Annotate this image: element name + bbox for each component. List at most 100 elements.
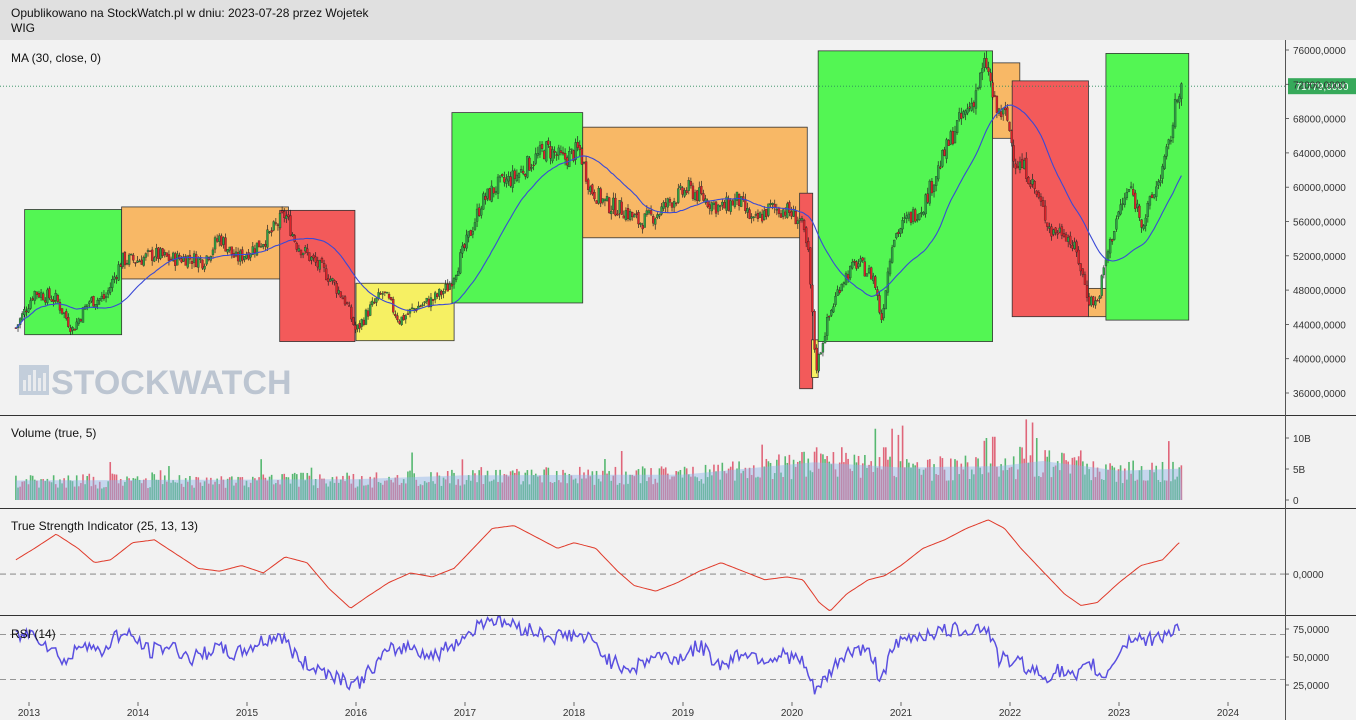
candle-body xyxy=(1064,234,1068,242)
volume-bar xyxy=(444,479,447,500)
candle-body xyxy=(828,315,831,318)
volume-bar xyxy=(947,480,950,500)
volume-bar xyxy=(23,481,26,500)
volume-bar xyxy=(505,474,508,500)
volume-bar xyxy=(33,479,36,500)
candle-body xyxy=(746,208,749,213)
volume-bar xyxy=(1151,462,1153,500)
volume-bar xyxy=(1017,469,1019,500)
volume-bar xyxy=(172,480,174,500)
volume-bar xyxy=(216,478,218,500)
volume-bar xyxy=(342,475,344,500)
volume-bar xyxy=(671,476,673,500)
candle-body xyxy=(1155,186,1158,197)
candle-body xyxy=(901,220,904,230)
candle-body xyxy=(54,293,57,301)
candle-body xyxy=(301,252,305,256)
candle-body xyxy=(968,106,971,109)
volume-bar xyxy=(1096,467,1099,500)
volume-bar xyxy=(788,454,791,500)
volume-bar xyxy=(1063,453,1065,500)
volume-bar xyxy=(1115,481,1118,500)
volume-bar xyxy=(329,481,332,500)
volume-bar xyxy=(195,476,197,500)
volume-bar xyxy=(262,474,265,500)
candle-body xyxy=(626,208,630,219)
candle-body xyxy=(257,240,261,248)
candle-body xyxy=(693,192,697,200)
candle-body xyxy=(922,211,925,215)
volume-bar xyxy=(187,481,189,500)
volume-bar xyxy=(807,458,810,500)
volume-bar xyxy=(69,480,72,500)
volume-bar xyxy=(939,456,942,500)
candle-body xyxy=(735,191,739,201)
candle-body xyxy=(631,211,634,218)
price-chart-svg[interactable]: 71779,6000 76000,0000 72000,0000 68000,0000… xyxy=(0,40,1356,720)
volume-bar xyxy=(1113,467,1116,500)
candle-body xyxy=(1041,200,1045,207)
candle-body xyxy=(272,221,275,231)
candle-body xyxy=(419,305,422,308)
candle-body xyxy=(576,142,579,148)
candle-body xyxy=(582,161,586,164)
candle-body xyxy=(454,275,458,280)
candle-body xyxy=(620,201,623,215)
volume-bar xyxy=(1119,465,1122,500)
volume-bar xyxy=(872,471,875,500)
candle-body xyxy=(25,310,28,313)
candle-body xyxy=(56,295,59,302)
volume-bar xyxy=(384,480,386,500)
candle-body xyxy=(471,231,475,235)
candle-body xyxy=(761,214,764,222)
volume-bar xyxy=(509,471,512,500)
volume-bar xyxy=(300,472,302,500)
volume-bar xyxy=(675,471,678,500)
candle-body xyxy=(532,164,535,167)
volume-bar xyxy=(67,475,70,500)
candle-body xyxy=(58,301,62,311)
candle-body xyxy=(482,193,485,210)
volume-bar xyxy=(38,487,40,500)
candle-body xyxy=(96,300,99,305)
volume-bar xyxy=(233,485,235,500)
volume-bar xyxy=(899,461,902,500)
volume-bar xyxy=(176,482,179,500)
volume-average-area xyxy=(15,461,1183,500)
volume-bar xyxy=(610,480,613,500)
signal-box-green xyxy=(24,209,123,336)
candle-body xyxy=(37,293,41,298)
candle-body xyxy=(1020,159,1024,169)
volume-bar xyxy=(801,452,803,500)
candle-body xyxy=(400,316,403,326)
candle-body xyxy=(976,87,980,90)
candle-body xyxy=(589,186,592,192)
candle-body xyxy=(1132,189,1135,196)
volume-bar xyxy=(732,461,734,500)
volume-bar xyxy=(637,469,640,500)
candle-body xyxy=(1125,192,1129,198)
candle-body xyxy=(1016,165,1020,169)
signal-box-green xyxy=(817,50,993,342)
volume-bar xyxy=(792,459,795,500)
candle-body xyxy=(756,213,760,219)
volume-bar xyxy=(633,476,636,500)
volume-bar xyxy=(298,486,300,500)
candle-body xyxy=(897,231,900,234)
candle-body xyxy=(121,252,124,267)
candle-body xyxy=(480,208,483,216)
candle-body xyxy=(584,161,588,182)
volume-bar xyxy=(822,454,824,500)
candle-body xyxy=(268,231,271,233)
volume-bar xyxy=(893,475,896,500)
volume-bar xyxy=(352,473,355,500)
candle-body xyxy=(616,213,619,216)
price-tick-label: 72000,0000 xyxy=(1293,80,1346,91)
candle-body xyxy=(109,287,112,293)
volume-bar xyxy=(692,466,694,500)
candle-body xyxy=(1176,100,1179,102)
volume-bar xyxy=(786,462,789,500)
volume-bar xyxy=(388,476,390,500)
candle-body xyxy=(526,156,529,178)
volume-bar xyxy=(968,478,971,500)
